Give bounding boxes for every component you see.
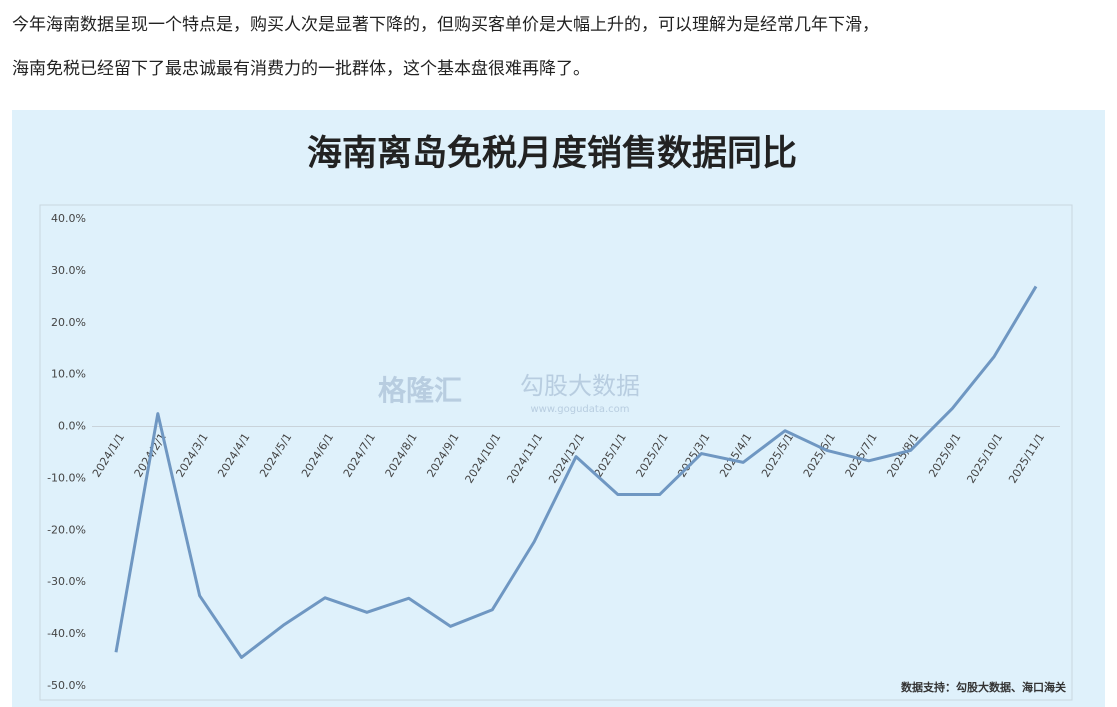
y-tick-label: -30.0% xyxy=(47,575,86,588)
source-note: 数据支持：勾股大数据、海口海关 xyxy=(901,680,1066,694)
chart-background xyxy=(12,110,1105,707)
paragraph-line: 今年海南数据呈现一个特点是，购买人次是显著下降的，但购买客单价是大幅上升的，可以… xyxy=(12,15,879,35)
watermark: 格隆汇 xyxy=(378,374,462,407)
watermark: 勾股大数据 xyxy=(520,372,640,400)
y-tick-label: 0.0% xyxy=(58,420,86,433)
y-tick-label: -40.0% xyxy=(47,627,86,640)
plot-frame xyxy=(39,204,1073,701)
watermark: www.gogudata.com xyxy=(530,404,629,415)
y-tick-label: 30.0% xyxy=(51,264,86,277)
y-tick-label: -50.0% xyxy=(47,679,86,692)
y-tick-label: 10.0% xyxy=(51,368,86,381)
y-tick-label: 20.0% xyxy=(51,316,86,329)
data-line xyxy=(114,285,1038,659)
chart-title: 海南离岛免税月度销售数据同比 xyxy=(307,133,797,174)
paragraph-line: 海南免税已经留下了最忠诚最有消费力的一批群体，这个基本盘很难再降了。 xyxy=(12,59,590,79)
y-tick-label: 40.0% xyxy=(51,212,86,225)
y-tick-label: -20.0% xyxy=(47,523,86,536)
y-tick-label: -10.0% xyxy=(47,471,86,484)
